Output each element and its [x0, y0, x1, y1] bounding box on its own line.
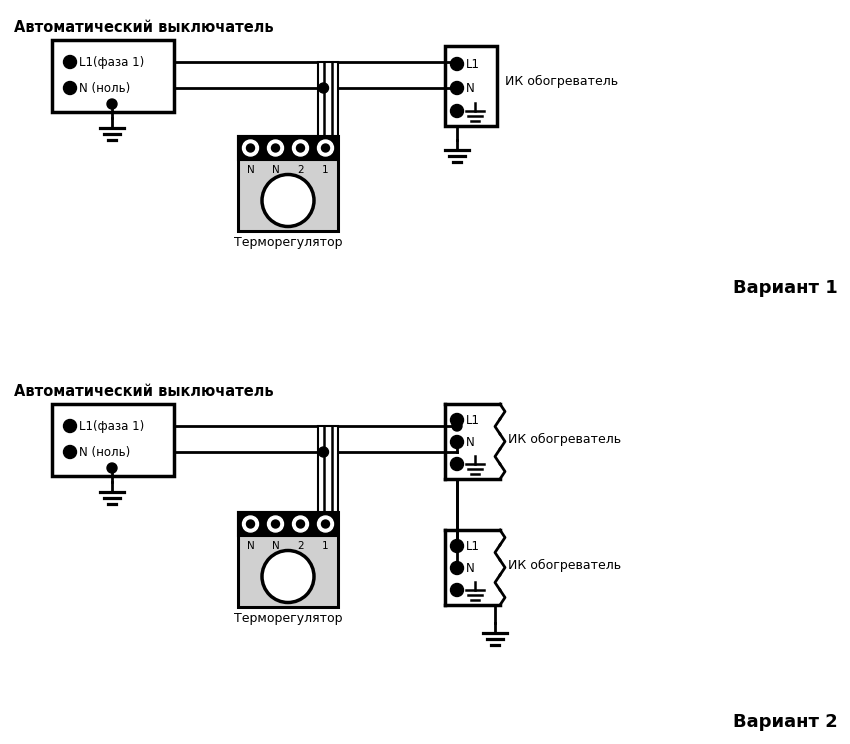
- Text: Вариант 1: Вариант 1: [734, 279, 838, 297]
- Bar: [238, 512, 338, 536]
- Circle shape: [246, 144, 254, 152]
- Circle shape: [242, 140, 258, 156]
- Text: N: N: [466, 435, 475, 449]
- Circle shape: [262, 175, 314, 226]
- Circle shape: [452, 421, 462, 431]
- Bar: [445, 46, 497, 126]
- Circle shape: [268, 140, 284, 156]
- Circle shape: [271, 144, 280, 152]
- Circle shape: [271, 520, 280, 528]
- Circle shape: [292, 140, 309, 156]
- Text: Автоматический выключатель: Автоматический выключатель: [14, 384, 274, 399]
- Text: L1(фаза 1): L1(фаза 1): [79, 420, 144, 432]
- Text: L1: L1: [466, 539, 480, 553]
- Circle shape: [450, 562, 463, 574]
- Text: Вариант 2: Вариант 2: [734, 713, 838, 731]
- Circle shape: [64, 446, 76, 458]
- Circle shape: [318, 516, 333, 532]
- Circle shape: [268, 516, 284, 532]
- Circle shape: [107, 463, 117, 473]
- Text: L1: L1: [466, 414, 480, 426]
- Circle shape: [319, 83, 328, 93]
- Circle shape: [319, 447, 328, 457]
- Circle shape: [64, 56, 76, 68]
- Circle shape: [450, 583, 463, 597]
- Circle shape: [450, 82, 463, 94]
- Text: N (ноль): N (ноль): [79, 446, 130, 458]
- Bar: [318, 62, 337, 136]
- Text: 2: 2: [298, 165, 303, 175]
- Circle shape: [292, 516, 309, 532]
- Text: Автоматический выключатель: Автоматический выключатель: [14, 20, 274, 35]
- Text: ИК обогреватель: ИК обогреватель: [508, 559, 621, 571]
- Circle shape: [450, 104, 463, 118]
- Circle shape: [450, 539, 463, 553]
- Circle shape: [246, 520, 254, 528]
- Bar: [238, 136, 338, 231]
- Circle shape: [262, 551, 314, 603]
- Circle shape: [242, 516, 258, 532]
- Text: N: N: [466, 82, 475, 94]
- Bar: [318, 426, 337, 512]
- Text: N: N: [272, 541, 280, 551]
- Text: 2: 2: [298, 541, 303, 551]
- Circle shape: [64, 82, 76, 94]
- Circle shape: [450, 458, 463, 470]
- Text: 1: 1: [322, 541, 329, 551]
- Text: Терморегулятор: Терморегулятор: [234, 612, 343, 625]
- Text: N: N: [246, 541, 254, 551]
- Text: L1: L1: [466, 57, 480, 71]
- Text: Терморегулятор: Терморегулятор: [234, 236, 343, 249]
- Text: 1: 1: [322, 165, 329, 175]
- Circle shape: [450, 57, 463, 71]
- Circle shape: [321, 520, 330, 528]
- Circle shape: [107, 99, 117, 109]
- Text: N: N: [246, 165, 254, 175]
- Text: N: N: [272, 165, 280, 175]
- Circle shape: [450, 414, 463, 426]
- Circle shape: [64, 420, 76, 432]
- Text: ИК обогреватель: ИК обогреватель: [505, 74, 618, 88]
- Text: ИК обогреватель: ИК обогреватель: [508, 432, 621, 446]
- Bar: [238, 136, 338, 160]
- Circle shape: [450, 435, 463, 449]
- Text: N: N: [466, 562, 475, 574]
- Bar: [52, 40, 174, 112]
- Circle shape: [297, 520, 304, 528]
- Circle shape: [297, 144, 304, 152]
- Circle shape: [321, 144, 330, 152]
- Text: N (ноль): N (ноль): [79, 82, 130, 94]
- Text: L1(фаза 1): L1(фаза 1): [79, 56, 144, 68]
- Bar: [52, 404, 174, 476]
- Bar: [238, 512, 338, 607]
- Circle shape: [318, 140, 333, 156]
